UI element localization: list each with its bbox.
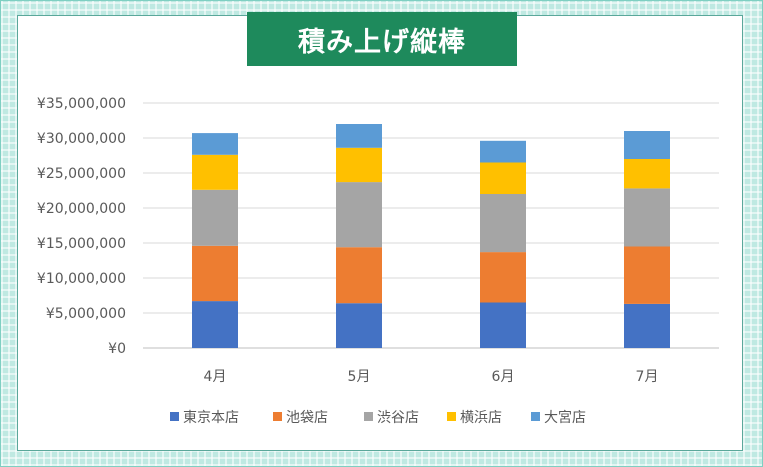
legend-item: 東京本店 bbox=[170, 410, 239, 426]
y-tick-label: ¥20,000,000 bbox=[37, 201, 126, 217]
x-tick-label: 6月 bbox=[492, 369, 515, 385]
bar-segment bbox=[624, 131, 670, 159]
bar-segment bbox=[624, 303, 670, 348]
legend-swatch bbox=[170, 412, 179, 421]
legend-item: 横浜店 bbox=[447, 410, 502, 426]
legend-swatch bbox=[531, 412, 540, 421]
bar-segment bbox=[192, 133, 238, 155]
x-axis-ticks: 4月 5月 6月 7月 bbox=[204, 369, 659, 385]
bar-segment bbox=[624, 159, 670, 189]
bar-segment bbox=[480, 302, 526, 348]
bars bbox=[192, 124, 670, 348]
bar-segment bbox=[480, 162, 526, 194]
legend-label: 池袋店 bbox=[286, 410, 328, 426]
legend-item: 池袋店 bbox=[273, 410, 328, 426]
y-tick-label: ¥0 bbox=[108, 341, 126, 357]
chart-title: 積み上げ縦棒 bbox=[247, 12, 517, 66]
gridlines bbox=[143, 102, 719, 349]
bar-segment bbox=[192, 189, 238, 246]
bar-segment bbox=[336, 247, 382, 304]
legend-swatch bbox=[273, 412, 282, 421]
bar-segment bbox=[192, 301, 238, 348]
legend-label: 東京本店 bbox=[183, 410, 239, 426]
bar-segment bbox=[624, 188, 670, 247]
legend-swatch bbox=[447, 412, 456, 421]
bar-segment bbox=[480, 252, 526, 303]
y-tick-label: ¥5,000,000 bbox=[46, 306, 126, 322]
bar-segment bbox=[336, 182, 382, 248]
legend-item: 大宮店 bbox=[531, 410, 586, 426]
legend-label: 渋谷店 bbox=[377, 410, 419, 426]
y-tick-label: ¥30,000,000 bbox=[37, 131, 126, 147]
bar-segment bbox=[336, 147, 382, 183]
legend: 東京本店 池袋店 渋谷店 横浜店 大宮店 bbox=[170, 410, 586, 426]
y-tick-label: ¥10,000,000 bbox=[37, 271, 126, 287]
bar-segment bbox=[192, 245, 238, 302]
y-axis-ticks: ¥0 ¥5,000,000 ¥10,000,000 ¥15,000,000 ¥20,00… bbox=[37, 96, 126, 357]
legend-swatch bbox=[364, 412, 373, 421]
bar-segment bbox=[336, 303, 382, 348]
bar-segment bbox=[480, 140, 526, 163]
y-tick-label: ¥25,000,000 bbox=[37, 166, 126, 182]
legend-label: 横浜店 bbox=[460, 410, 502, 426]
x-tick-label: 5月 bbox=[348, 369, 371, 385]
x-tick-label: 4月 bbox=[204, 369, 227, 385]
bar-segment bbox=[336, 124, 382, 148]
bar-segment bbox=[480, 194, 526, 253]
legend-label: 大宮店 bbox=[544, 410, 586, 426]
y-tick-label: ¥15,000,000 bbox=[37, 236, 126, 252]
x-tick-label: 7月 bbox=[636, 369, 659, 385]
legend-item: 渋谷店 bbox=[364, 410, 419, 426]
bar-segment bbox=[192, 154, 238, 190]
y-tick-label: ¥35,000,000 bbox=[37, 96, 126, 112]
bar-segment bbox=[624, 246, 670, 304]
